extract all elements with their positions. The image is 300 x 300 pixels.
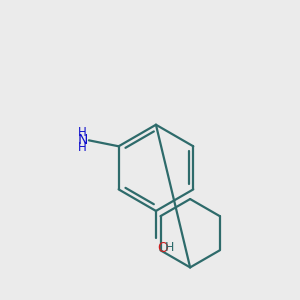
Text: H: H [78,126,86,140]
Text: N: N [78,133,88,147]
Text: H: H [78,141,86,154]
Text: H: H [164,241,174,254]
Text: O: O [157,241,168,255]
